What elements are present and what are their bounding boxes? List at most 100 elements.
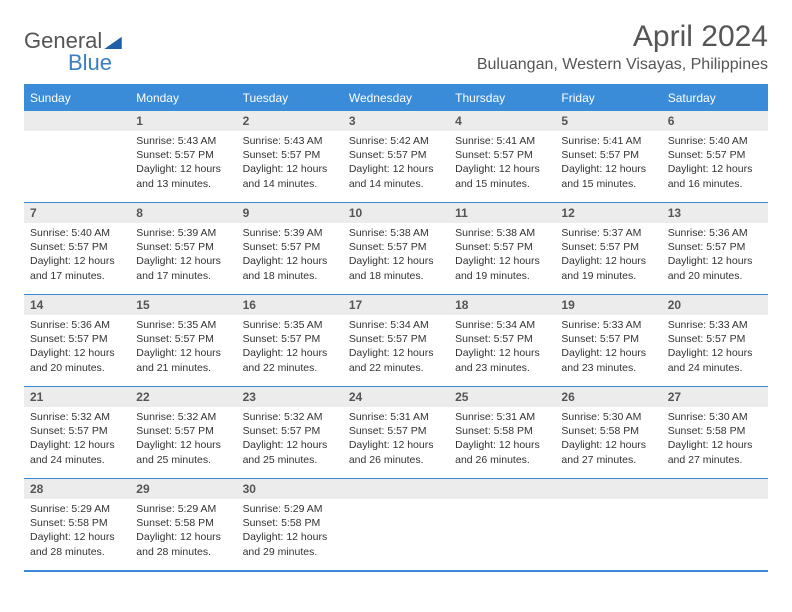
day-content: Sunrise: 5:41 AMSunset: 5:57 PMDaylight:… [555,131,661,197]
sunrise-text: Sunrise: 5:40 AM [668,134,762,148]
daylight-text: Daylight: 12 hours and 21 minutes. [136,346,230,374]
daylight-text: Daylight: 12 hours and 23 minutes. [455,346,549,374]
daylight-text: Daylight: 12 hours and 28 minutes. [30,530,124,558]
day-number: 11 [449,203,555,223]
sunrise-text: Sunrise: 5:31 AM [455,410,549,424]
calendar-cell: 25Sunrise: 5:31 AMSunset: 5:58 PMDayligh… [449,387,555,479]
daylight-text: Daylight: 12 hours and 25 minutes. [136,438,230,466]
weekday-header-row: Sunday Monday Tuesday Wednesday Thursday… [24,85,768,111]
day-number-empty [449,479,555,499]
calendar-cell: 12Sunrise: 5:37 AMSunset: 5:57 PMDayligh… [555,203,661,295]
sunset-text: Sunset: 5:57 PM [349,332,443,346]
day-number: 5 [555,111,661,131]
daylight-text: Daylight: 12 hours and 24 minutes. [30,438,124,466]
day-number: 8 [130,203,236,223]
title-block: April 2024 Buluangan, Western Visayas, P… [477,20,768,74]
day-number: 19 [555,295,661,315]
calendar-cell [24,111,130,203]
weekday-header: Wednesday [343,85,449,111]
day-number: 29 [130,479,236,499]
daylight-text: Daylight: 12 hours and 26 minutes. [455,438,549,466]
calendar-cell: 21Sunrise: 5:32 AMSunset: 5:57 PMDayligh… [24,387,130,479]
sunset-text: Sunset: 5:57 PM [243,148,337,162]
calendar-cell: 29Sunrise: 5:29 AMSunset: 5:58 PMDayligh… [130,479,236,571]
daylight-text: Daylight: 12 hours and 17 minutes. [136,254,230,282]
sunset-text: Sunset: 5:58 PM [455,424,549,438]
calendar-cell: 7Sunrise: 5:40 AMSunset: 5:57 PMDaylight… [24,203,130,295]
weekday-header: Sunday [24,85,130,111]
day-number: 28 [24,479,130,499]
sunset-text: Sunset: 5:57 PM [668,148,762,162]
sunset-text: Sunset: 5:57 PM [349,424,443,438]
sunrise-text: Sunrise: 5:42 AM [349,134,443,148]
sunset-text: Sunset: 5:57 PM [455,148,549,162]
day-content: Sunrise: 5:43 AMSunset: 5:57 PMDaylight:… [130,131,236,197]
day-content: Sunrise: 5:33 AMSunset: 5:57 PMDaylight:… [555,315,661,381]
daylight-text: Daylight: 12 hours and 29 minutes. [243,530,337,558]
sunrise-text: Sunrise: 5:40 AM [30,226,124,240]
daylight-text: Daylight: 12 hours and 19 minutes. [455,254,549,282]
day-content: Sunrise: 5:42 AMSunset: 5:57 PMDaylight:… [343,131,449,197]
sunrise-text: Sunrise: 5:41 AM [561,134,655,148]
day-content: Sunrise: 5:32 AMSunset: 5:57 PMDaylight:… [130,407,236,473]
sunrise-text: Sunrise: 5:36 AM [668,226,762,240]
sunrise-text: Sunrise: 5:39 AM [243,226,337,240]
daylight-text: Daylight: 12 hours and 16 minutes. [668,162,762,190]
location: Buluangan, Western Visayas, Philippines [477,56,768,74]
sunset-text: Sunset: 5:58 PM [243,516,337,530]
day-content: Sunrise: 5:38 AMSunset: 5:57 PMDaylight:… [449,223,555,289]
day-content: Sunrise: 5:36 AMSunset: 5:57 PMDaylight:… [24,315,130,381]
daylight-text: Daylight: 12 hours and 14 minutes. [243,162,337,190]
sunset-text: Sunset: 5:57 PM [668,240,762,254]
header: GeneralBlue April 2024 Buluangan, Wester… [24,20,768,76]
calendar-cell: 20Sunrise: 5:33 AMSunset: 5:57 PMDayligh… [662,295,768,387]
calendar-cell: 13Sunrise: 5:36 AMSunset: 5:57 PMDayligh… [662,203,768,295]
daylight-text: Daylight: 12 hours and 15 minutes. [455,162,549,190]
day-number: 2 [237,111,343,131]
calendar-cell: 9Sunrise: 5:39 AMSunset: 5:57 PMDaylight… [237,203,343,295]
day-content: Sunrise: 5:40 AMSunset: 5:57 PMDaylight:… [662,131,768,197]
sunset-text: Sunset: 5:58 PM [561,424,655,438]
weekday-header: Monday [130,85,236,111]
sunset-text: Sunset: 5:57 PM [243,240,337,254]
day-content: Sunrise: 5:34 AMSunset: 5:57 PMDaylight:… [343,315,449,381]
daylight-text: Daylight: 12 hours and 28 minutes. [136,530,230,558]
day-number: 30 [237,479,343,499]
calendar-body: 1Sunrise: 5:43 AMSunset: 5:57 PMDaylight… [24,111,768,571]
daylight-text: Daylight: 12 hours and 13 minutes. [136,162,230,190]
daylight-text: Daylight: 12 hours and 22 minutes. [243,346,337,374]
sunrise-text: Sunrise: 5:33 AM [561,318,655,332]
sunset-text: Sunset: 5:58 PM [136,516,230,530]
calendar-cell: 11Sunrise: 5:38 AMSunset: 5:57 PMDayligh… [449,203,555,295]
sunset-text: Sunset: 5:57 PM [561,148,655,162]
day-number-empty [555,479,661,499]
daylight-text: Daylight: 12 hours and 27 minutes. [561,438,655,466]
sunset-text: Sunset: 5:57 PM [30,332,124,346]
calendar-cell: 26Sunrise: 5:30 AMSunset: 5:58 PMDayligh… [555,387,661,479]
calendar-cell: 30Sunrise: 5:29 AMSunset: 5:58 PMDayligh… [237,479,343,571]
day-number: 26 [555,387,661,407]
sunset-text: Sunset: 5:57 PM [349,148,443,162]
calendar-cell: 4Sunrise: 5:41 AMSunset: 5:57 PMDaylight… [449,111,555,203]
sunrise-text: Sunrise: 5:36 AM [30,318,124,332]
day-content: Sunrise: 5:35 AMSunset: 5:57 PMDaylight:… [237,315,343,381]
day-number: 12 [555,203,661,223]
sunset-text: Sunset: 5:57 PM [136,148,230,162]
calendar-cell: 24Sunrise: 5:31 AMSunset: 5:57 PMDayligh… [343,387,449,479]
sunrise-text: Sunrise: 5:35 AM [136,318,230,332]
calendar-cell: 28Sunrise: 5:29 AMSunset: 5:58 PMDayligh… [24,479,130,571]
day-content: Sunrise: 5:35 AMSunset: 5:57 PMDaylight:… [130,315,236,381]
day-number: 18 [449,295,555,315]
day-number: 7 [24,203,130,223]
calendar-week-row: 28Sunrise: 5:29 AMSunset: 5:58 PMDayligh… [24,479,768,571]
calendar-cell: 5Sunrise: 5:41 AMSunset: 5:57 PMDaylight… [555,111,661,203]
sunset-text: Sunset: 5:57 PM [561,332,655,346]
calendar-cell: 6Sunrise: 5:40 AMSunset: 5:57 PMDaylight… [662,111,768,203]
day-content: Sunrise: 5:43 AMSunset: 5:57 PMDaylight:… [237,131,343,197]
day-content: Sunrise: 5:31 AMSunset: 5:57 PMDaylight:… [343,407,449,473]
sunset-text: Sunset: 5:58 PM [30,516,124,530]
day-content: Sunrise: 5:38 AMSunset: 5:57 PMDaylight:… [343,223,449,289]
sunset-text: Sunset: 5:57 PM [30,424,124,438]
day-content: Sunrise: 5:31 AMSunset: 5:58 PMDaylight:… [449,407,555,473]
calendar-cell: 2Sunrise: 5:43 AMSunset: 5:57 PMDaylight… [237,111,343,203]
